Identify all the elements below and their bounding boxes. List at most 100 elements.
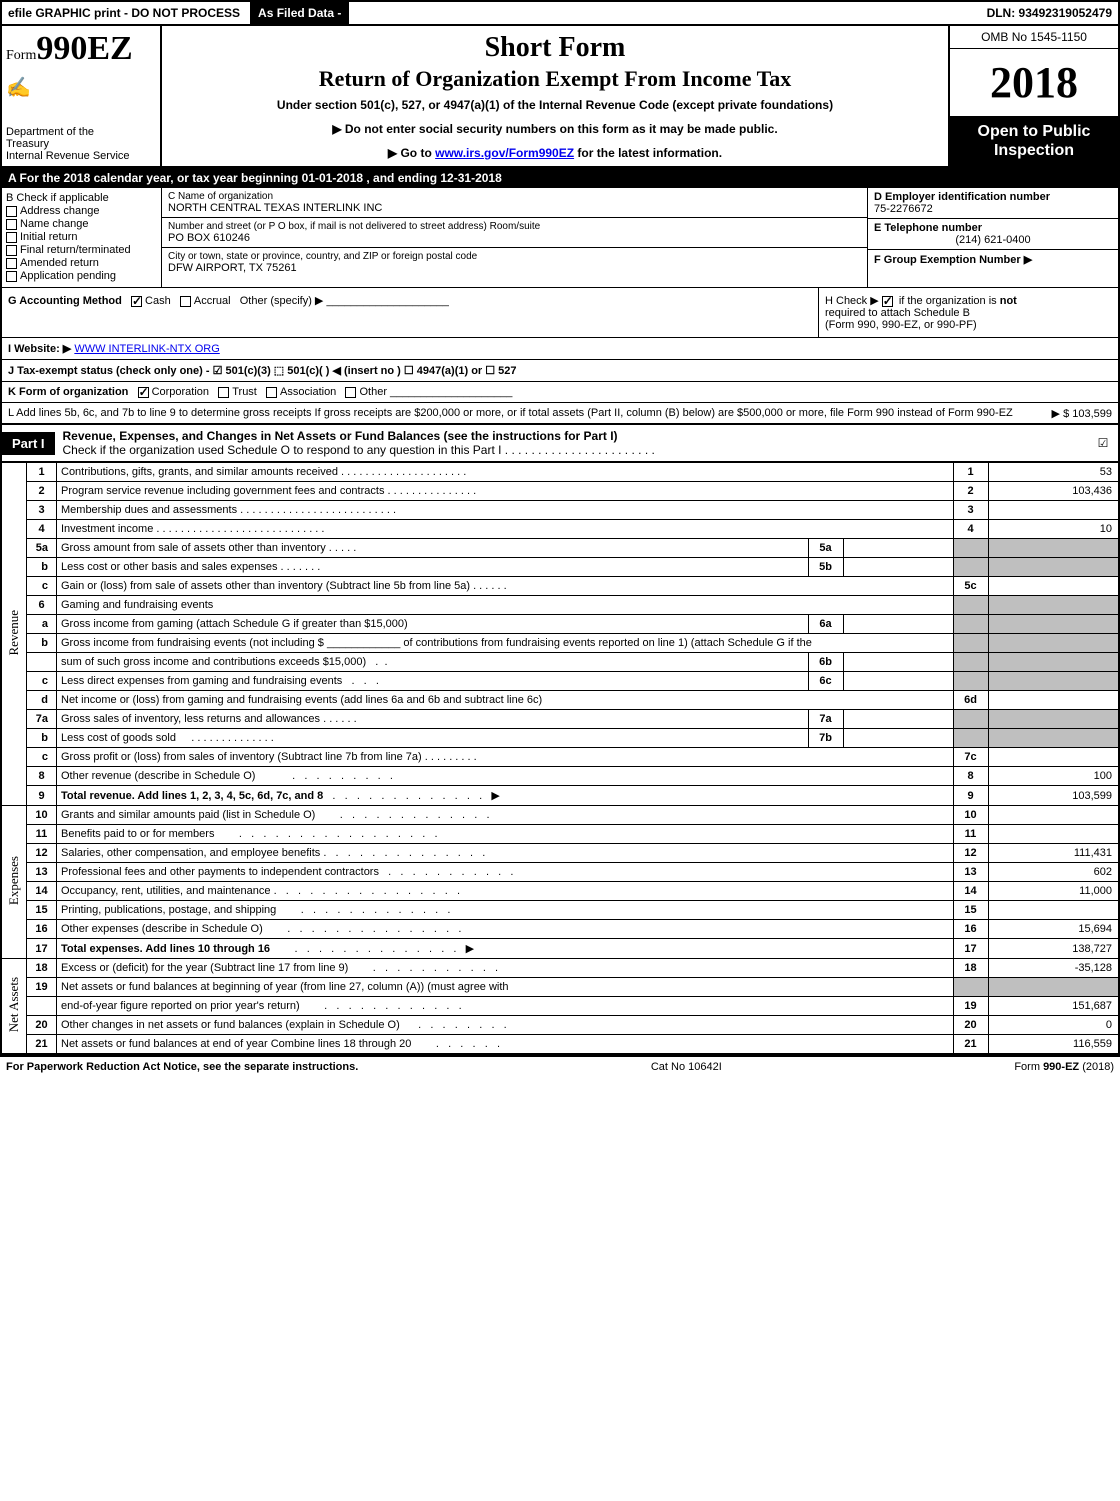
department-block: Department of the Treasury Internal Reve…: [6, 126, 156, 162]
tax-year: 2018: [950, 49, 1118, 116]
line-6b-1: bGross income from fundraising events (n…: [2, 634, 1118, 653]
footer: For Paperwork Reduction Act Notice, see …: [0, 1055, 1120, 1077]
chk-association[interactable]: [266, 387, 277, 398]
chk-corporation[interactable]: [138, 387, 149, 398]
chk-name-change[interactable]: Name change: [6, 218, 157, 230]
d-ein-value: 75-2276672: [874, 203, 1112, 215]
line-12: 12Salaries, other compensation, and empl…: [2, 844, 1118, 863]
row-i-website: I Website: ▶ WWW INTERLINK-NTX ORG: [2, 338, 1118, 360]
h-schedule-b: H Check ▶ if the organization is not req…: [818, 288, 1118, 337]
dept-line3: Internal Revenue Service: [6, 150, 156, 162]
chk-initial-return[interactable]: Initial return: [6, 231, 157, 243]
h-not: not: [1000, 295, 1017, 307]
side-revenue: Revenue: [2, 463, 27, 806]
c-name-label: C Name of organization: [168, 191, 861, 202]
chk-other-org[interactable]: [345, 387, 356, 398]
short-form-title: Short Form: [172, 32, 938, 64]
chk-application-pending[interactable]: Application pending: [6, 270, 157, 282]
ssn-warning: ▶ Do not enter social security numbers o…: [172, 122, 938, 136]
i-website-link[interactable]: WWW INTERLINK-NTX ORG: [74, 343, 219, 355]
section-bcdef: B Check if applicable Address change Nam…: [2, 188, 1118, 288]
h-line1-pre: H Check ▶: [825, 295, 882, 307]
line-8: 8Other revenue (describe in Schedule O) …: [2, 767, 1118, 786]
chk-trust[interactable]: [218, 387, 229, 398]
h-line2: required to attach Schedule B: [825, 307, 970, 319]
d-ein-label: D Employer identification number: [874, 191, 1112, 203]
i-label: I Website: ▶: [8, 343, 71, 355]
line-6d: dNet income or (loss) from gaming and fu…: [2, 691, 1118, 710]
dept-line2: Treasury: [6, 138, 156, 150]
dept-line1: Department of the: [6, 126, 156, 138]
c-street-value: PO BOX 610246: [168, 232, 861, 244]
k-label: K Form of organization: [8, 386, 128, 398]
e-phone-value: (214) 621-0400: [874, 234, 1112, 246]
chk-final-return[interactable]: Final return/terminated: [6, 244, 157, 256]
line-5a: 5aGross amount from sale of assets other…: [2, 539, 1118, 558]
line-1: Revenue 1Contributions, gifts, grants, a…: [2, 463, 1118, 482]
c-city-value: DFW AIRPORT, TX 75261: [168, 262, 861, 274]
line-4: 4Investment income . . . . . . . . . . .…: [2, 520, 1118, 539]
header-right: OMB No 1545-1150 2018 Open to Public Ins…: [948, 26, 1118, 166]
l-text: L Add lines 5b, 6c, and 7b to line 9 to …: [8, 407, 1013, 419]
omb-number: OMB No 1545-1150: [950, 26, 1118, 49]
line-17: 17Total expenses. Add lines 10 through 1…: [2, 939, 1118, 959]
g-label: G Accounting Method: [8, 295, 122, 307]
footer-left: For Paperwork Reduction Act Notice, see …: [6, 1061, 358, 1073]
row-l-gross-receipts: L Add lines 5b, 6c, and 7b to line 9 to …: [2, 403, 1118, 425]
form-number: Form990EZ: [6, 30, 156, 68]
part-i-checkbox[interactable]: ☑: [1088, 436, 1118, 450]
line-21: 21Net assets or fund balances at end of …: [2, 1035, 1118, 1054]
goto-post: for the latest information.: [574, 146, 722, 160]
chk-schedule-b[interactable]: [882, 296, 893, 307]
chk-address-change[interactable]: Address change: [6, 205, 157, 217]
line-5c: cGain or (loss) from sale of assets othe…: [2, 577, 1118, 596]
b-header: B Check if applicable: [6, 192, 157, 204]
line-13: 13Professional fees and other payments t…: [2, 863, 1118, 882]
h-line3: (Form 990, 990-EZ, or 990-PF): [825, 319, 977, 331]
row-j-tax-exempt: J Tax-exempt status (check only one) - ☑…: [2, 360, 1118, 382]
part-i-title: Revenue, Expenses, and Changes in Net As…: [55, 425, 1088, 461]
line-19-2: end-of-year figure reported on prior yea…: [2, 997, 1118, 1016]
top-bar: efile GRAPHIC print - DO NOT PROCESS As …: [2, 2, 1118, 26]
form-container: efile GRAPHIC print - DO NOT PROCESS As …: [0, 0, 1120, 1055]
e-phone-label: E Telephone number: [874, 222, 1112, 234]
side-expenses: Expenses: [2, 806, 27, 959]
c-name-cell: C Name of organization NORTH CENTRAL TEX…: [162, 188, 867, 218]
line-6c: cLess direct expenses from gaming and fu…: [2, 672, 1118, 691]
c-street-cell: Number and street (or P O box, if mail i…: [162, 218, 867, 248]
line-19-1: 19Net assets or fund balances at beginni…: [2, 978, 1118, 997]
chk-accrual[interactable]: [180, 296, 191, 307]
line-16: 16Other expenses (describe in Schedule O…: [2, 920, 1118, 939]
line-15: 15Printing, publications, postage, and s…: [2, 901, 1118, 920]
line-7a: 7aGross sales of inventory, less returns…: [2, 710, 1118, 729]
line-9: 9Total revenue. Add lines 1, 2, 3, 4, 5c…: [2, 786, 1118, 806]
line-18: Net Assets 18Excess or (deficit) for the…: [2, 959, 1118, 978]
goto-line: ▶ Go to www.irs.gov/Form990EZ for the la…: [172, 146, 938, 160]
line-2: 2Program service revenue including gover…: [2, 482, 1118, 501]
line-7c: cGross profit or (loss) from sales of in…: [2, 748, 1118, 767]
g-accounting-method: G Accounting Method Cash Accrual Other (…: [2, 288, 818, 337]
line-7b: bLess cost of goods sold . . . . . . . .…: [2, 729, 1118, 748]
goto-link[interactable]: www.irs.gov/Form990EZ: [435, 146, 574, 160]
line-20: 20Other changes in net assets or fund ba…: [2, 1016, 1118, 1035]
line-10: Expenses 10Grants and similar amounts pa…: [2, 806, 1118, 825]
goto-pre: ▶ Go to: [388, 146, 435, 160]
side-net-assets: Net Assets: [2, 959, 27, 1054]
part-i-label: Part I: [2, 432, 55, 455]
c-street-label: Number and street (or P O box, if mail i…: [168, 221, 861, 232]
d-ein-cell: D Employer identification number 75-2276…: [868, 188, 1118, 219]
dln-label: DLN: 93492319052479: [981, 2, 1118, 24]
as-filed-label: As Filed Data -: [250, 2, 349, 24]
header-row: Form990EZ ✍ Department of the Treasury I…: [2, 26, 1118, 168]
line-11: 11Benefits paid to or for members . . . …: [2, 825, 1118, 844]
chk-cash[interactable]: [131, 296, 142, 307]
line-6a: aGross income from gaming (attach Schedu…: [2, 615, 1118, 634]
chk-amended-return[interactable]: Amended return: [6, 257, 157, 269]
f-group-label: F Group Exemption Number ▶: [874, 253, 1112, 266]
f-group-cell: F Group Exemption Number ▶: [868, 250, 1118, 269]
c-name-value: NORTH CENTRAL TEXAS INTERLINK INC: [168, 202, 861, 214]
eagle-icon: ✍: [6, 75, 156, 100]
line-6b-2: sum of such gross income and contributio…: [2, 653, 1118, 672]
form-990ez: 990EZ: [36, 30, 132, 67]
c-city-cell: City or town, state or province, country…: [162, 248, 867, 277]
